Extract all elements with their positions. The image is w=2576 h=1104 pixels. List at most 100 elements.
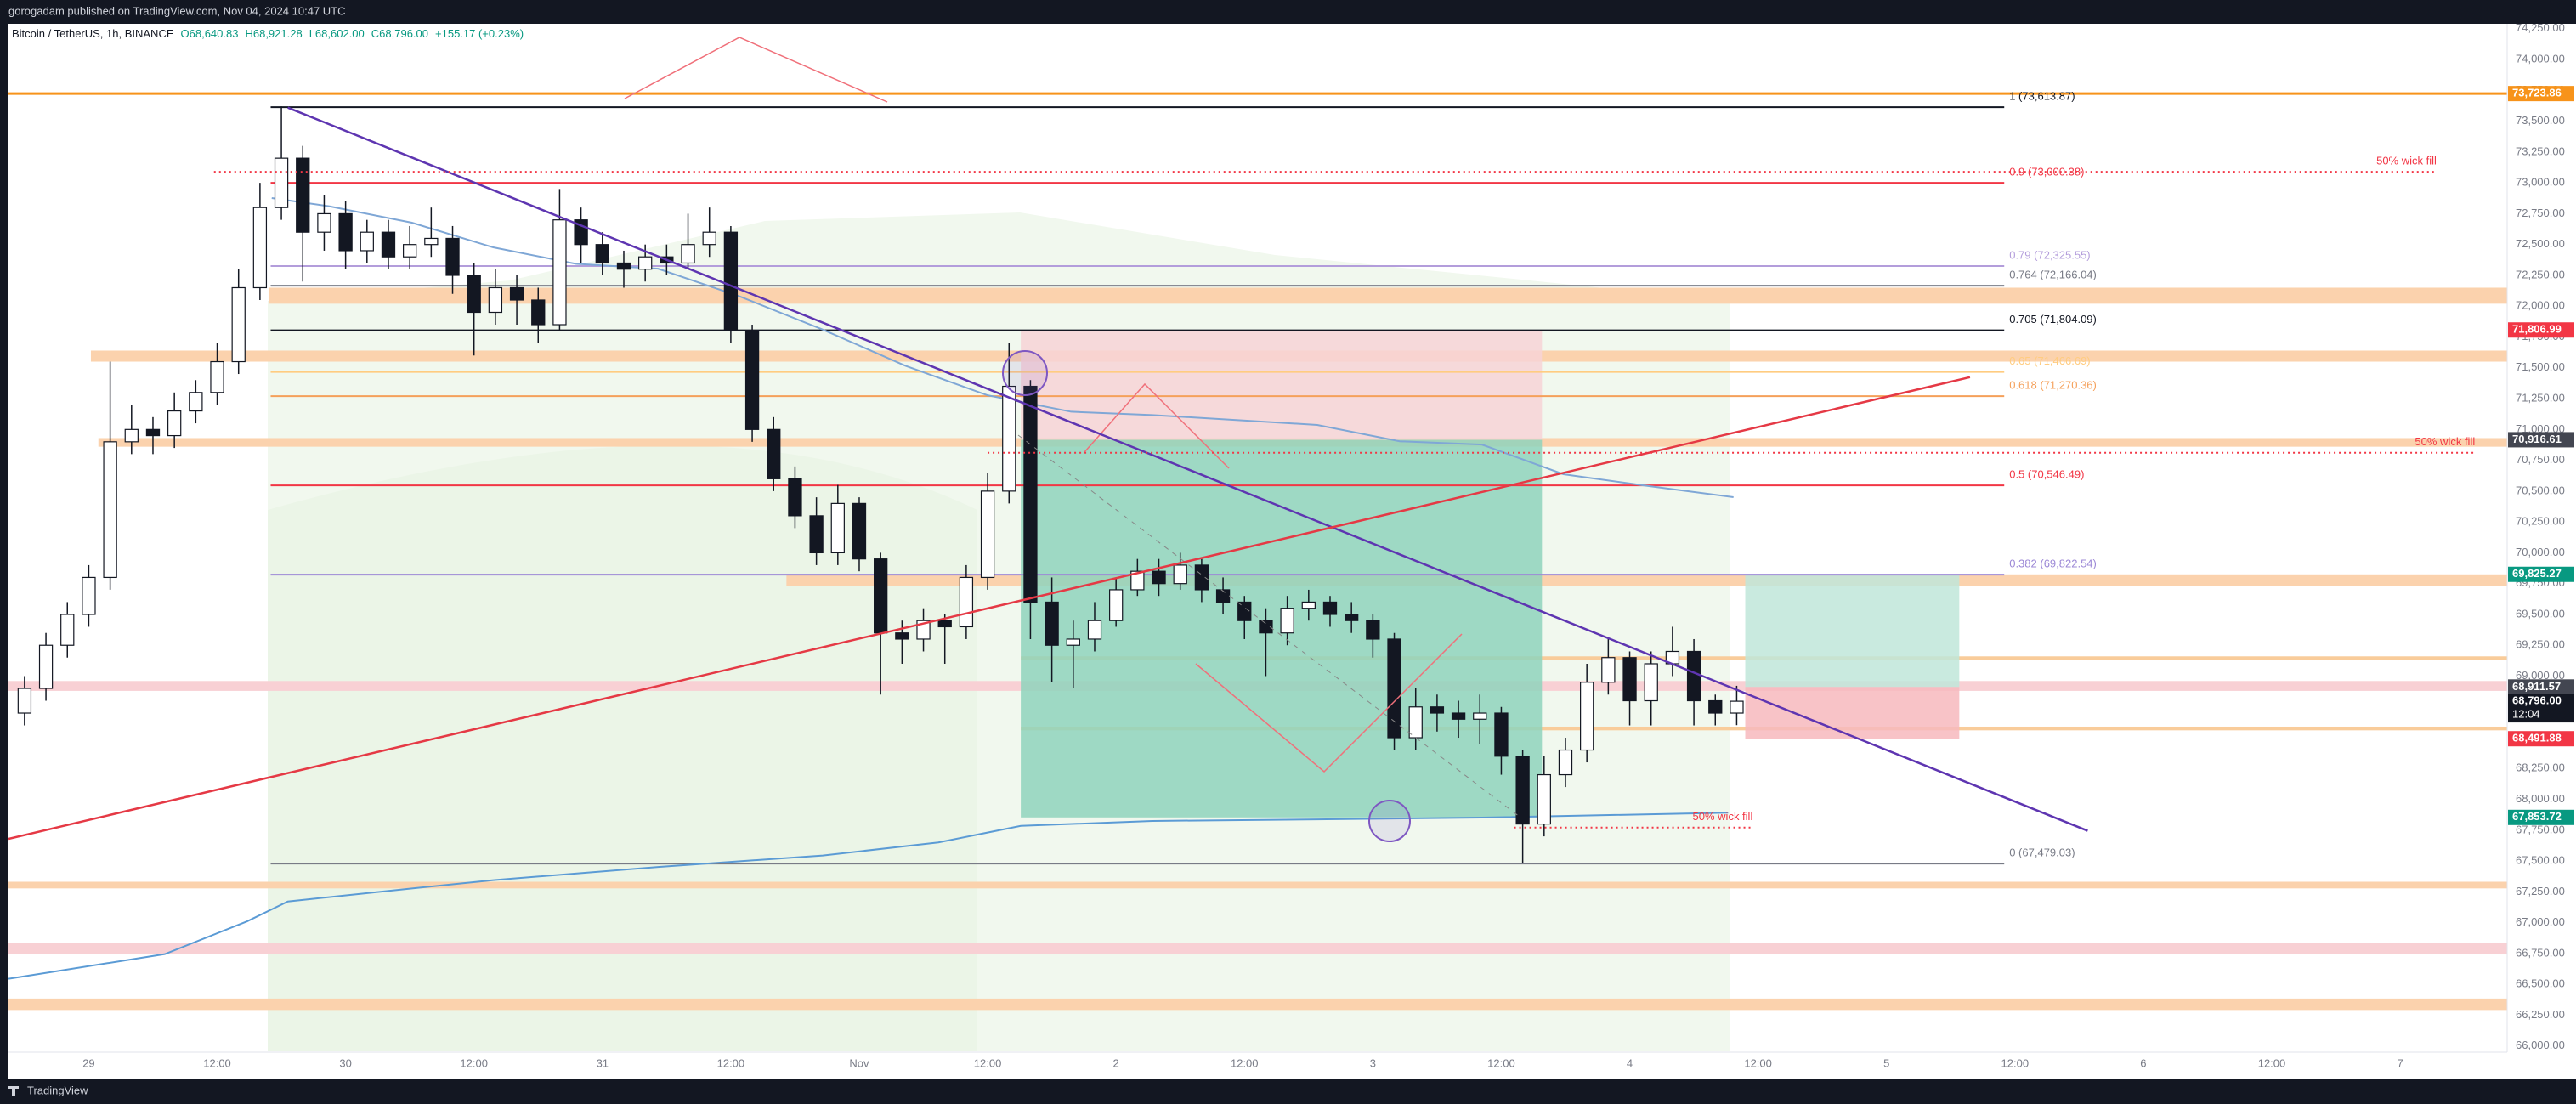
candle-body: [1259, 620, 1273, 634]
symbol-header: Bitcoin / TetherUS, 1h, BINANCE O68,640.8…: [12, 27, 524, 40]
price-badge: [2508, 809, 2574, 825]
y-tick-label: 71,250.00: [2516, 391, 2565, 404]
x-tick-label: Nov: [849, 1056, 869, 1069]
candle-body: [60, 614, 75, 646]
candle-body: [1451, 712, 1466, 720]
candles: [17, 106, 1744, 864]
y-tick-label: 71,500.00: [2516, 360, 2565, 373]
ohlc-value: L68,602.00: [309, 27, 365, 40]
trend-line: [287, 106, 2088, 832]
candle-body: [82, 576, 96, 615]
price-badge: [2508, 86, 2574, 102]
candle-body: [531, 299, 546, 326]
left-edge: [0, 24, 8, 1079]
x-tick-label: 7: [2397, 1056, 2403, 1069]
price-badge-label: 73,723.86: [2512, 87, 2562, 99]
indicators: [8, 197, 1734, 980]
candle-body: [1280, 608, 1294, 634]
x-tick-label: 12:00: [203, 1056, 231, 1069]
candle-body: [1109, 589, 1124, 621]
axes: 66,000.00 66,250.00 66,500.00 66,750.00 67,0…: [82, 21, 2574, 1069]
candle-body: [1580, 682, 1594, 751]
price-badge-label: 68,796.00: [2512, 694, 2562, 707]
price-badge-label: 67,853.72: [2512, 810, 2562, 823]
top-bar: [0, 0, 2576, 24]
candle-body: [830, 502, 845, 554]
y-tick-label: 73,250.00: [2516, 144, 2565, 157]
candle-body: [552, 219, 567, 326]
candle-body: [467, 275, 481, 314]
y-tick-label: 66,000.00: [2516, 1039, 2565, 1051]
candle-body: [488, 286, 503, 314]
candle-body: [681, 244, 695, 264]
candle-body: [231, 286, 246, 363]
highlight-circle: [1002, 350, 1048, 396]
candle-body: [874, 558, 888, 634]
ohlc-value: O68,640.83: [181, 27, 239, 40]
y-tick-label: 68,000.00: [2516, 792, 2565, 805]
highlight-circle: [1368, 800, 1411, 842]
candle-body: [1430, 706, 1445, 714]
price-badge: [2508, 432, 2574, 448]
candle-body: [317, 212, 331, 233]
price-badge: [2508, 322, 2574, 338]
price-badge-label: 70,916.61: [2512, 433, 2562, 445]
fib-label: 0.618 (71,270.36): [2009, 379, 2097, 392]
candle-body: [1708, 699, 1723, 714]
loss-zone: [1745, 687, 1960, 739]
candle-body: [1494, 712, 1509, 757]
candle-body: [1644, 663, 1658, 702]
candle-body: [1023, 385, 1038, 603]
y-tick-label: 67,750.00: [2516, 823, 2565, 835]
y-tick-label: 72,750.00: [2516, 207, 2565, 219]
candle-body: [445, 237, 460, 276]
candle-body: [189, 392, 203, 412]
x-tick-label: 12:00: [717, 1056, 745, 1069]
x-tick-label: 6: [2140, 1056, 2146, 1069]
positions: [1021, 330, 1960, 818]
candle-body: [1194, 564, 1209, 591]
fib-label: 0.764 (72,166.04): [2009, 269, 2097, 281]
candle-body: [360, 231, 374, 252]
candle-body: [980, 490, 995, 579]
candle-body: [1622, 657, 1637, 702]
y-tick-label: 67,500.00: [2516, 854, 2565, 867]
ohlc-value: +155.17 (+0.23%): [435, 27, 524, 40]
candle-body: [1002, 385, 1016, 492]
zone-band: [8, 943, 2507, 954]
x-tick-label: 12:00: [2258, 1056, 2286, 1069]
candle-body: [1515, 756, 1530, 825]
price-badge: [2508, 694, 2574, 723]
fib-label: 0.65 (71,466.69): [2009, 354, 2090, 367]
candle-body: [1558, 749, 1573, 776]
y-tick-label: 71,000.00: [2516, 422, 2565, 435]
candle-body: [744, 330, 760, 430]
price-badge-label: 71,806.99: [2512, 323, 2562, 336]
candle-body: [1730, 700, 1744, 714]
y-tick-label: 69,500.00: [2516, 607, 2565, 620]
x-tick-label: 4: [1627, 1056, 1633, 1069]
candle-body: [1087, 620, 1102, 640]
y-tick-label: 67,000.00: [2516, 915, 2565, 928]
drawings: [624, 37, 1520, 842]
candle-body: [767, 428, 781, 479]
fib-label: 0.705 (71,804.09): [2009, 313, 2097, 326]
fib-label: 0.9 (73,000.38): [2009, 166, 2084, 178]
wick-fill-label: 50% wick fill: [2415, 435, 2475, 448]
candle-body: [595, 244, 609, 264]
y-tick-label: 69,000.00: [2516, 669, 2565, 682]
wick-fill-label: 50% wick fill: [1693, 810, 1753, 823]
footer-bar: [0, 1079, 2576, 1104]
annotations: 1 (73,613.87) 0.9 (73,000.38) 0.79 (72,325…: [8, 90, 2475, 859]
candle-body: [274, 157, 289, 208]
candle-body: [167, 410, 182, 437]
x-tick-label: 5: [1883, 1056, 1889, 1069]
y-tick-label: 70,500.00: [2516, 484, 2565, 496]
zigzag-arrow: [624, 37, 888, 103]
candle-body: [616, 262, 631, 270]
wick-fill-label: 50% wick fill: [2376, 155, 2437, 167]
x-tick-label: 12:00: [460, 1056, 488, 1069]
candle-body: [1408, 706, 1423, 739]
candle-body: [103, 441, 117, 579]
publisher-line: gorogadam published on TradingView.com, …: [8, 4, 346, 17]
